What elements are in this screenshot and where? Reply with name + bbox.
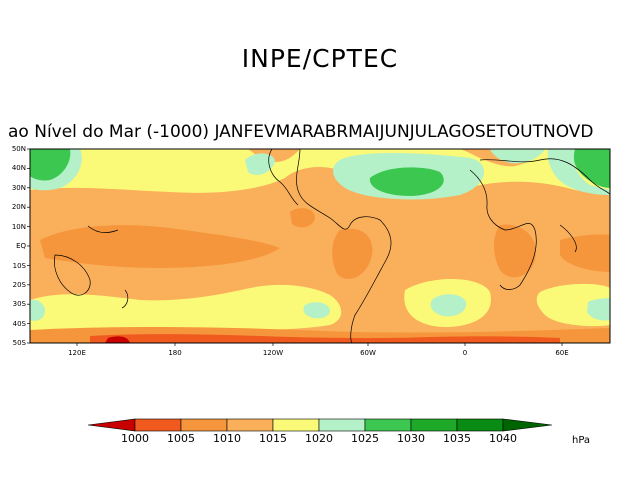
colorbar-tick: 1030 — [397, 432, 425, 445]
high-europe — [490, 149, 545, 164]
lon-label: 120W — [262, 349, 284, 357]
lon-label: 0 — [462, 349, 468, 357]
lat-label: 10N — [11, 223, 26, 231]
colorbar-tick: 1010 — [213, 432, 241, 445]
lat-label: 30N — [11, 184, 26, 192]
lat-label: 50N — [11, 145, 26, 153]
lon-label: 120E — [68, 349, 86, 357]
high-azores-core — [369, 167, 444, 196]
lat-label: 10S — [12, 262, 26, 270]
lat-label: 40N — [11, 164, 26, 172]
colorbar-segment — [364, 418, 412, 432]
low-southern-center — [105, 336, 130, 343]
low-southern-core — [90, 334, 560, 343]
lon-label: 60E — [555, 349, 569, 357]
page-title: INPE/CPTEC — [241, 44, 399, 73]
colorbar — [87, 418, 553, 432]
high-south-west — [30, 299, 46, 321]
colorbar-tick: 1000 — [121, 432, 149, 445]
colorbar-segment — [318, 418, 366, 432]
colorbar-segment — [272, 418, 320, 432]
pressure-map — [27, 148, 611, 346]
lat-label: 50S — [12, 339, 26, 347]
lon-label: 180 — [168, 349, 182, 357]
colorbar-tick: 1025 — [351, 432, 379, 445]
colorbar-unit: hPa — [572, 435, 591, 446]
lat-label: 20N — [11, 203, 26, 211]
continent-outlines — [54, 149, 610, 343]
lat-ticks — [27, 148, 30, 344]
colorbar-segment — [410, 418, 458, 432]
low-north-america — [290, 208, 315, 228]
high-south-atlantic-core — [430, 294, 467, 317]
lat-label: 30S — [12, 300, 26, 308]
colorbar-segment — [456, 418, 504, 432]
low-equatorial-pacific — [40, 225, 280, 268]
high-south-indian-core — [587, 298, 610, 321]
high-south-pacific-core — [303, 302, 330, 319]
colorbar-tick: 1040 — [489, 432, 517, 445]
map-subtitle: ao Nível do Mar (-1000) JANFEVMARABRMAIJ… — [8, 122, 594, 142]
lon-label: 60W — [360, 349, 376, 357]
colorbar-segment — [87, 418, 136, 432]
high-asia-east — [573, 149, 610, 188]
high-south-belt — [30, 284, 342, 335]
high-north-pacific — [245, 153, 275, 175]
colorbar-segment — [502, 418, 553, 432]
high-asia-east-outer — [547, 149, 610, 195]
low-indian — [560, 234, 610, 272]
low-africa — [494, 224, 536, 278]
colorbar-tick: 1020 — [305, 432, 333, 445]
high-west-pacific-core — [30, 149, 71, 181]
colorbar-segment — [134, 418, 182, 432]
lon-ticks — [76, 343, 563, 346]
colorbar-tick: 1005 — [167, 432, 195, 445]
colorbar-tick: 1015 — [259, 432, 287, 445]
colorbar-segment — [226, 418, 274, 432]
lat-label: 40S — [12, 320, 26, 328]
lat-label: 20S — [12, 281, 26, 289]
colorbar-segment — [180, 418, 228, 432]
colorbar-tick: 1035 — [443, 432, 471, 445]
lat-label: EQ — [16, 242, 26, 250]
low-equatorial-atlantic — [332, 228, 373, 279]
